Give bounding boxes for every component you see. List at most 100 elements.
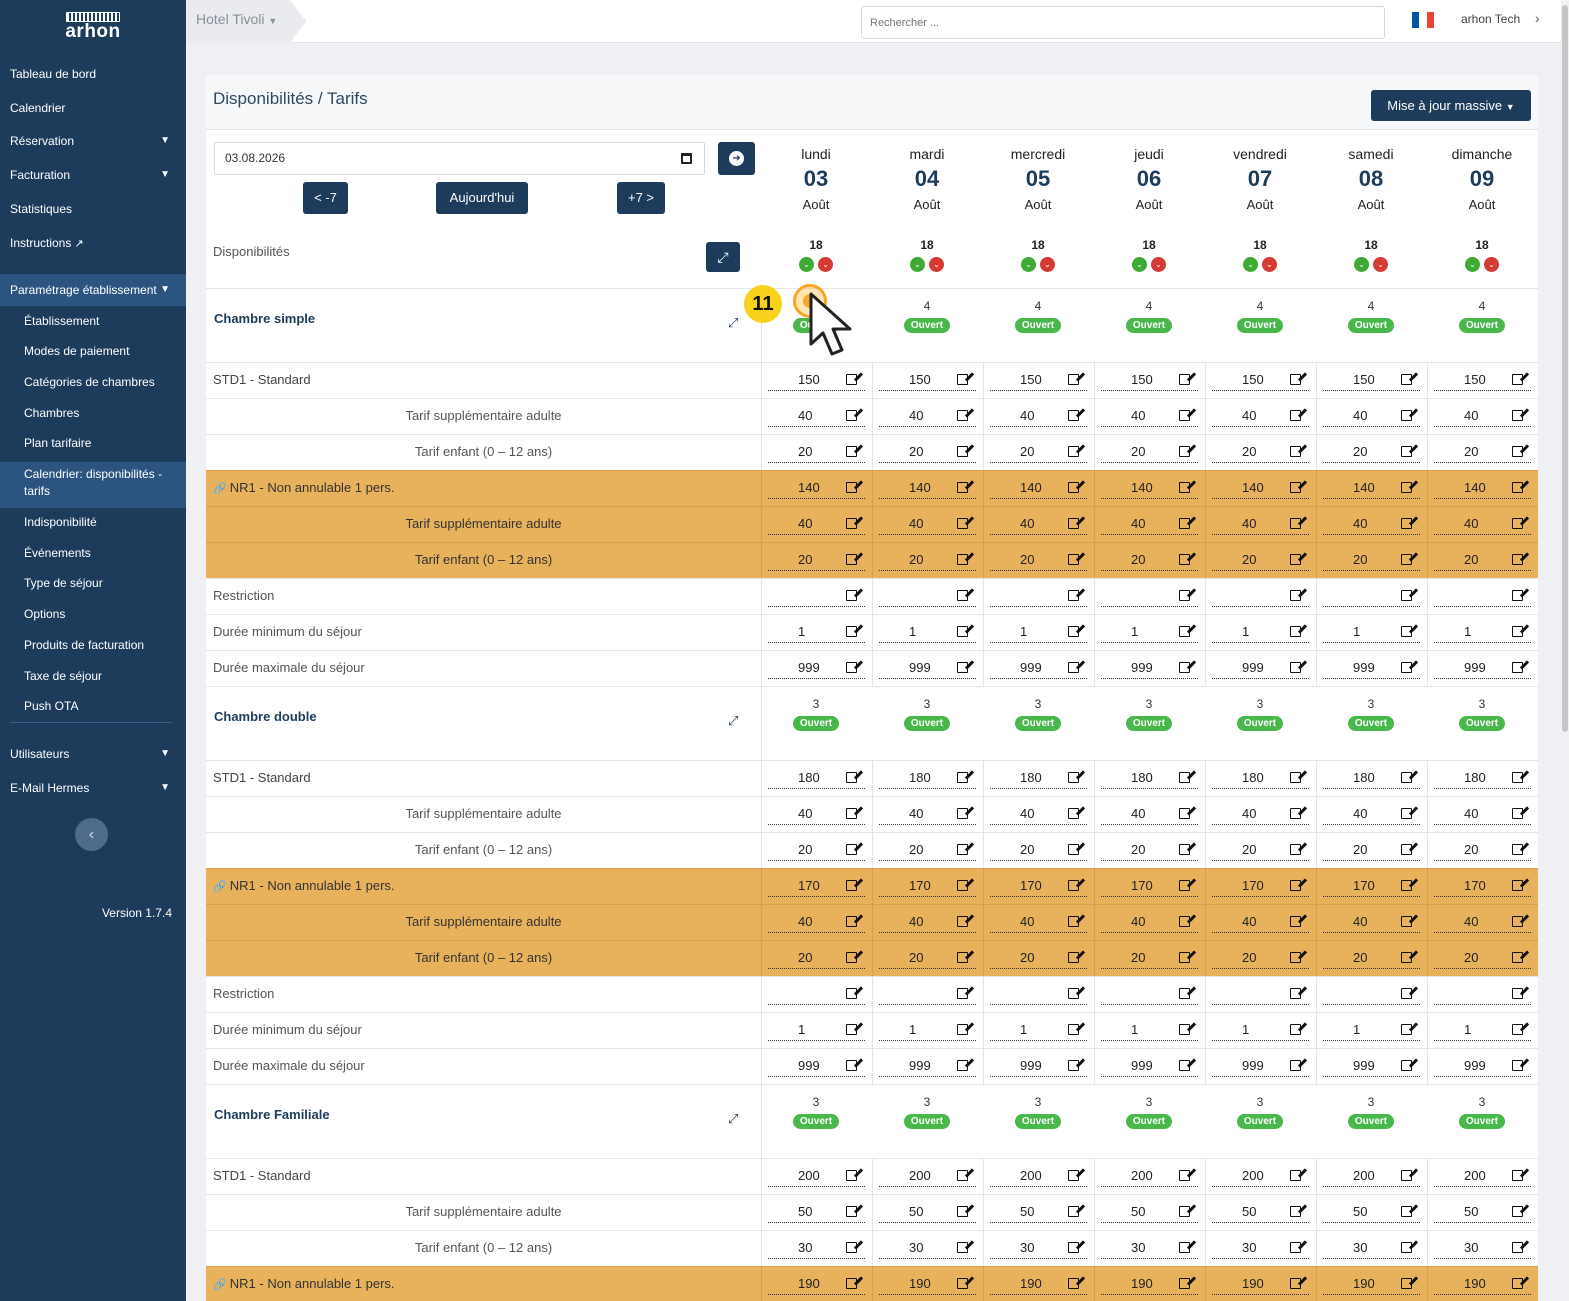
edit-icon[interactable] (957, 808, 968, 819)
rate-input[interactable]: 40 (1212, 911, 1309, 933)
edit-icon[interactable] (1179, 410, 1190, 421)
edit-icon[interactable] (1179, 1206, 1190, 1217)
status-badge[interactable]: Ouvert (1125, 716, 1173, 731)
edit-icon[interactable] (957, 952, 968, 963)
rate-input[interactable]: 1 (1212, 621, 1309, 643)
edit-icon[interactable] (1401, 446, 1412, 457)
edit-icon[interactable] (1179, 772, 1190, 783)
edit-icon[interactable] (957, 1278, 968, 1289)
open-all-icon[interactable]: ⌄ (799, 257, 814, 272)
edit-icon[interactable] (846, 1206, 857, 1217)
edit-icon[interactable] (1290, 554, 1301, 565)
edit-icon[interactable] (1068, 988, 1079, 999)
close-all-icon[interactable]: ⌄ (929, 257, 944, 272)
sidebar-subitem[interactable]: Catégories de chambres (24, 375, 155, 389)
edit-icon[interactable] (1179, 880, 1190, 891)
rate-input[interactable]: 40 (990, 405, 1087, 427)
edit-icon[interactable] (1290, 482, 1301, 493)
edit-icon[interactable] (1290, 988, 1301, 999)
edit-icon[interactable] (1512, 880, 1523, 891)
rate-input[interactable]: 40 (1101, 405, 1198, 427)
rate-input[interactable]: 190 (768, 1273, 865, 1295)
edit-icon[interactable] (1179, 1242, 1190, 1253)
rate-input[interactable]: 20 (990, 441, 1087, 463)
status-badge[interactable]: Ouvert (1236, 318, 1284, 333)
scrollbar-thumb[interactable] (1562, 5, 1568, 732)
edit-icon[interactable] (1068, 1060, 1079, 1071)
edit-icon[interactable] (957, 1206, 968, 1217)
calendar-icon[interactable] (681, 153, 692, 164)
rate-input[interactable]: 40 (1212, 803, 1309, 825)
sidebar-subitem[interactable]: Taxe de séjour (24, 669, 103, 683)
edit-icon[interactable] (1179, 844, 1190, 855)
sidebar-item[interactable]: Statistiques (0, 195, 186, 223)
rate-input[interactable]: 20 (879, 441, 976, 463)
rate-input[interactable]: 50 (1212, 1201, 1309, 1223)
edit-icon[interactable] (957, 880, 968, 891)
rate-input[interactable]: 30 (1212, 1237, 1309, 1259)
edit-icon[interactable] (957, 1170, 968, 1181)
rate-input[interactable]: 40 (1434, 803, 1531, 825)
edit-icon[interactable] (1179, 1060, 1190, 1071)
rate-input[interactable]: 20 (1434, 839, 1531, 861)
edit-icon[interactable] (1290, 1242, 1301, 1253)
edit-icon[interactable] (1179, 916, 1190, 927)
rate-input[interactable]: 170 (1323, 875, 1420, 897)
user-menu[interactable]: arhon Tech (1461, 12, 1521, 26)
rate-input[interactable]: 50 (879, 1201, 976, 1223)
edit-icon[interactable] (1179, 446, 1190, 457)
rate-input[interactable]: 40 (879, 405, 976, 427)
rate-input[interactable] (1434, 983, 1531, 1005)
rate-input[interactable]: 40 (990, 513, 1087, 535)
rate-input[interactable]: 200 (1434, 1165, 1531, 1187)
rate-input[interactable]: 170 (1212, 875, 1309, 897)
edit-icon[interactable] (846, 410, 857, 421)
status-badge[interactable]: Ouvert (1236, 716, 1284, 731)
rate-input[interactable]: 140 (879, 477, 976, 499)
edit-icon[interactable] (1068, 446, 1079, 457)
status-badge[interactable]: Ouvert (1014, 716, 1062, 731)
edit-icon[interactable] (1179, 988, 1190, 999)
rate-input[interactable]: 40 (1323, 803, 1420, 825)
rate-input[interactable]: 20 (879, 839, 976, 861)
edit-icon[interactable] (1512, 772, 1523, 783)
expand-room-icon[interactable]: ⤢ (728, 315, 739, 330)
rate-input[interactable] (1101, 983, 1198, 1005)
rate-input[interactable]: 20 (1212, 549, 1309, 571)
rate-input[interactable]: 40 (1101, 513, 1198, 535)
edit-icon[interactable] (1512, 844, 1523, 855)
rate-input[interactable]: 999 (1101, 657, 1198, 679)
edit-icon[interactable] (1290, 410, 1301, 421)
edit-icon[interactable] (1401, 1024, 1412, 1035)
edit-icon[interactable] (1179, 808, 1190, 819)
sidebar-item[interactable]: Réservation ▼ (0, 127, 186, 155)
rate-input[interactable]: 20 (1323, 839, 1420, 861)
edit-icon[interactable] (1401, 772, 1412, 783)
edit-icon[interactable] (1179, 626, 1190, 637)
status-badge[interactable]: Ouvert (903, 318, 951, 333)
edit-icon[interactable] (1401, 880, 1412, 891)
edit-icon[interactable] (1512, 374, 1523, 385)
edit-icon[interactable] (1401, 988, 1412, 999)
close-all-icon[interactable]: ⌄ (1373, 257, 1388, 272)
sidebar-subitem[interactable]: Plan tarifaire (24, 436, 92, 450)
status-badge[interactable]: Ouvert (1236, 1114, 1284, 1129)
hotel-selector[interactable]: Hotel Tivoli ▼ (186, 0, 306, 43)
rate-input[interactable]: 30 (1323, 1237, 1420, 1259)
status-badge[interactable]: Ouvert (903, 716, 951, 731)
rate-input[interactable]: 20 (1434, 947, 1531, 969)
rate-input[interactable]: 1 (1101, 621, 1198, 643)
rate-input[interactable]: 50 (1434, 1201, 1531, 1223)
rate-input[interactable]: 140 (1434, 477, 1531, 499)
edit-icon[interactable] (846, 808, 857, 819)
rate-input[interactable]: 180 (1323, 767, 1420, 789)
rate-input[interactable]: 1 (879, 1019, 976, 1041)
rate-input[interactable]: 180 (1212, 767, 1309, 789)
edit-icon[interactable] (1401, 952, 1412, 963)
rate-input[interactable]: 190 (990, 1273, 1087, 1295)
status-badge[interactable]: Ouvert (1347, 318, 1395, 333)
mass-update-button[interactable]: Mise à jour massive ▼ (1371, 90, 1531, 121)
edit-icon[interactable] (957, 590, 968, 601)
rate-input[interactable]: 999 (879, 657, 976, 679)
rate-input[interactable]: 40 (990, 803, 1087, 825)
